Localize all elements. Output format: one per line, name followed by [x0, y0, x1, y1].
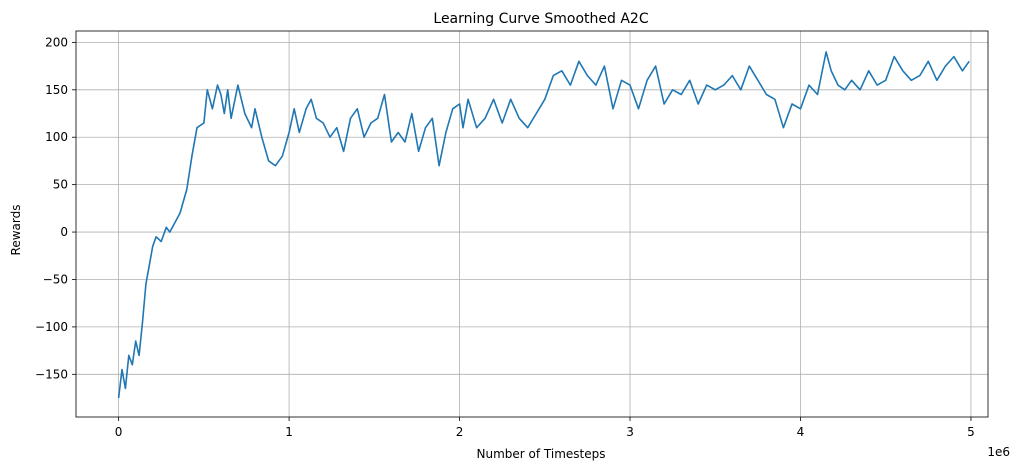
x-tick-label: 0 — [115, 425, 123, 439]
x-tick-label: 4 — [797, 425, 805, 439]
y-tick-label: 200 — [45, 35, 68, 49]
y-tick-label: 0 — [60, 225, 68, 239]
x-tick-label: 1 — [285, 425, 293, 439]
x-axis-offset-label: 1e6 — [987, 445, 1010, 459]
y-tick-label: −100 — [35, 320, 68, 334]
x-axis-label: Number of Timesteps — [477, 447, 606, 461]
chart-title: Learning Curve Smoothed A2C — [433, 11, 648, 27]
y-tick-label: 50 — [53, 178, 68, 192]
axis-ticks: 0 1 2 3 4 5 −150 −100 −50 0 50 100 150 200 — [35, 35, 975, 439]
y-axis-label: Rewards — [9, 205, 23, 256]
x-tick-label: 5 — [967, 425, 975, 439]
x-tick-label: 3 — [626, 425, 634, 439]
y-tick-label: −150 — [35, 367, 68, 381]
y-tick-label: −50 — [43, 272, 68, 286]
y-tick-label: 100 — [45, 130, 68, 144]
x-tick-label: 2 — [456, 425, 464, 439]
y-tick-label: 150 — [45, 83, 68, 97]
grid-lines — [76, 31, 988, 417]
series-line-rewards — [117, 51, 970, 399]
plot-frame — [75, 30, 989, 418]
